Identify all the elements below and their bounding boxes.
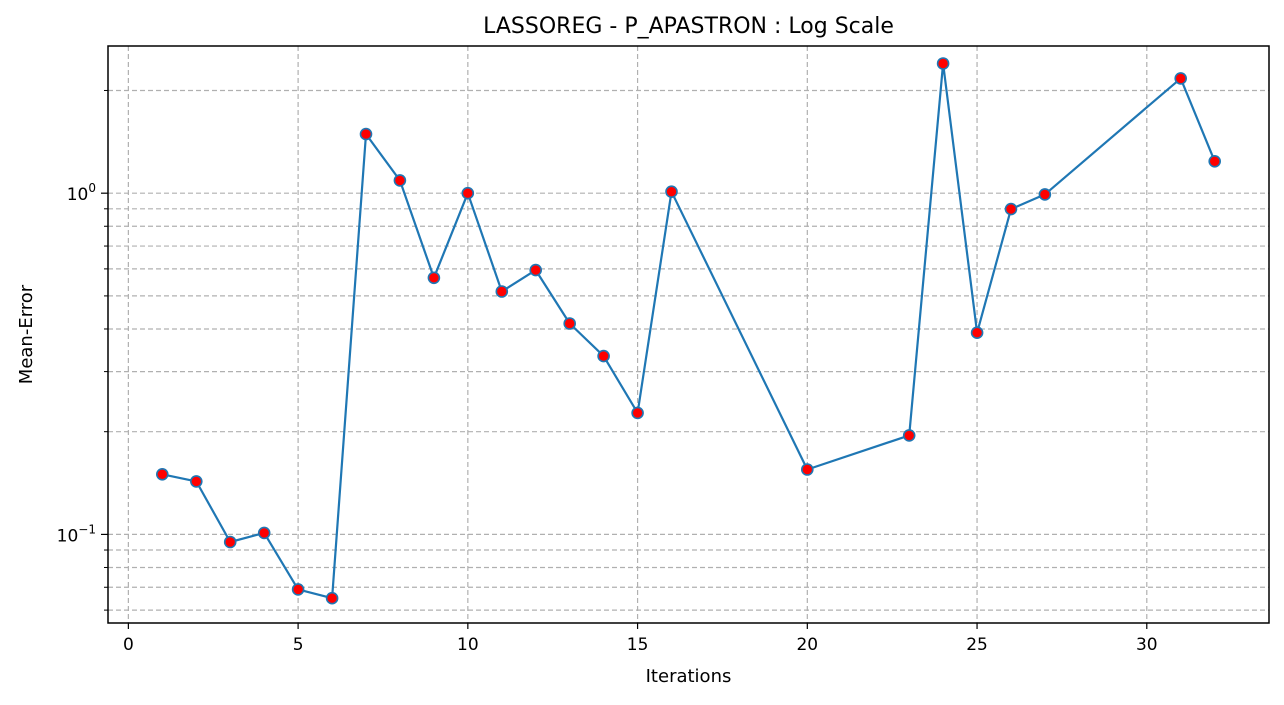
x-tick-label: 15 [627, 635, 649, 655]
grid-lines [108, 46, 1269, 623]
data-point [190, 475, 203, 488]
data-point [902, 429, 916, 442]
data-point [800, 463, 814, 476]
data-point [1038, 188, 1052, 201]
y-axis-label: Mean-Error [16, 284, 37, 384]
data-point [291, 583, 305, 596]
data-point [597, 349, 610, 363]
data-point [427, 271, 441, 285]
data-point [563, 317, 577, 330]
axis-ticks: 0 5 10 15 20 25 30 10−1 100 [57, 89, 1158, 655]
data-point [495, 285, 509, 298]
data-point [1174, 72, 1187, 85]
x-tick-label: 10 [457, 635, 479, 655]
data-point [257, 526, 271, 540]
data-point [665, 185, 678, 198]
data-point [223, 535, 237, 549]
data-point [970, 326, 984, 340]
x-tick-label: 30 [1136, 635, 1158, 655]
data-point [156, 467, 169, 481]
x-tick-label: 0 [123, 635, 134, 655]
plot-area-frame [107, 45, 1270, 624]
data-point [936, 57, 950, 70]
series-line [161, 62, 1216, 600]
data-point [1208, 155, 1221, 168]
x-axis-label: Iterations [646, 666, 732, 687]
y-tick-label: 10−1 [57, 522, 96, 546]
data-point [393, 174, 407, 187]
x-tick-label: 25 [966, 635, 988, 655]
x-tick-label: 5 [293, 635, 304, 655]
data-point [631, 406, 644, 420]
chart-title: LASSOREG - P_APASTRON : Log Scale [483, 14, 894, 39]
x-tick-label: 20 [796, 635, 818, 655]
data-point [529, 263, 543, 277]
data-series [156, 57, 1221, 605]
data-point [461, 186, 475, 200]
data-point [325, 591, 339, 605]
data-point [1004, 202, 1018, 216]
data-point [359, 127, 373, 141]
y-tick-label: 100 [67, 181, 96, 205]
